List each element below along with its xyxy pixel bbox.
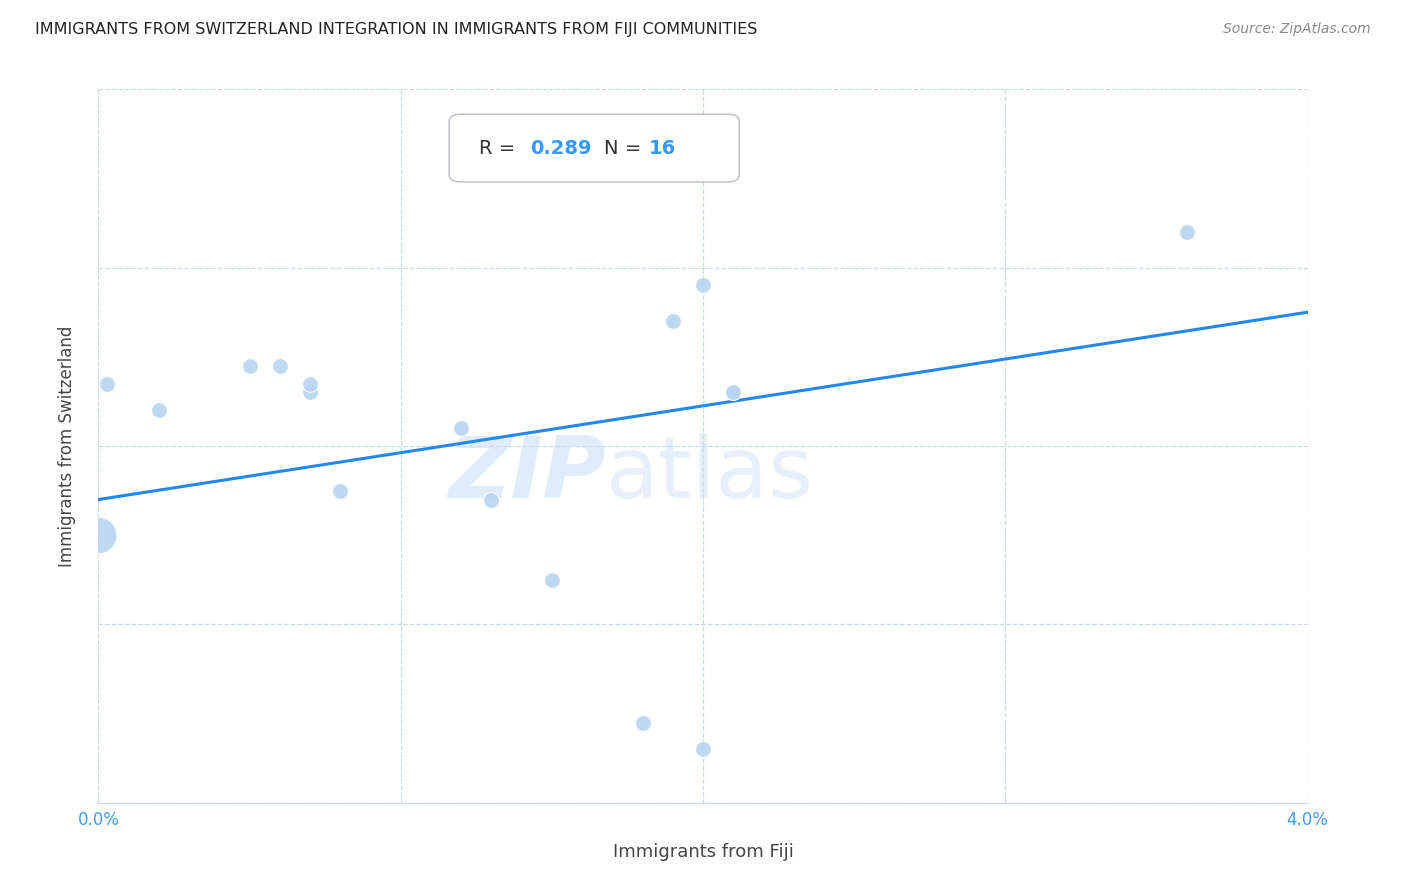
Point: [631, 715, 654, 730]
Point: [87, 528, 110, 542]
Point: [692, 742, 714, 756]
Point: [723, 385, 745, 400]
Text: R =: R =: [479, 138, 522, 158]
Point: [269, 359, 291, 373]
Point: [692, 278, 714, 293]
Text: 0.289: 0.289: [530, 138, 592, 158]
Text: IMMIGRANTS FROM SWITZERLAND INTEGRATION IN IMMIGRANTS FROM FIJI COMMUNITIES: IMMIGRANTS FROM SWITZERLAND INTEGRATION …: [35, 22, 758, 37]
Point: [481, 492, 503, 507]
Point: [540, 573, 562, 587]
Point: [148, 403, 170, 417]
FancyBboxPatch shape: [449, 114, 740, 182]
X-axis label: Immigrants from Fiji: Immigrants from Fiji: [613, 843, 793, 861]
Text: N =: N =: [603, 138, 647, 158]
Y-axis label: Immigrants from Switzerland: Immigrants from Switzerland: [58, 326, 76, 566]
Point: [661, 314, 683, 328]
Text: Source: ZipAtlas.com: Source: ZipAtlas.com: [1223, 22, 1371, 37]
Text: ZIP: ZIP: [449, 433, 606, 516]
Point: [723, 385, 745, 400]
Point: [299, 385, 322, 400]
Point: [1175, 225, 1198, 239]
Point: [329, 483, 352, 498]
Point: [96, 376, 118, 391]
Text: atlas: atlas: [606, 433, 814, 516]
Point: [239, 359, 262, 373]
Point: [299, 376, 322, 391]
Point: [450, 421, 472, 435]
Text: 16: 16: [648, 138, 676, 158]
